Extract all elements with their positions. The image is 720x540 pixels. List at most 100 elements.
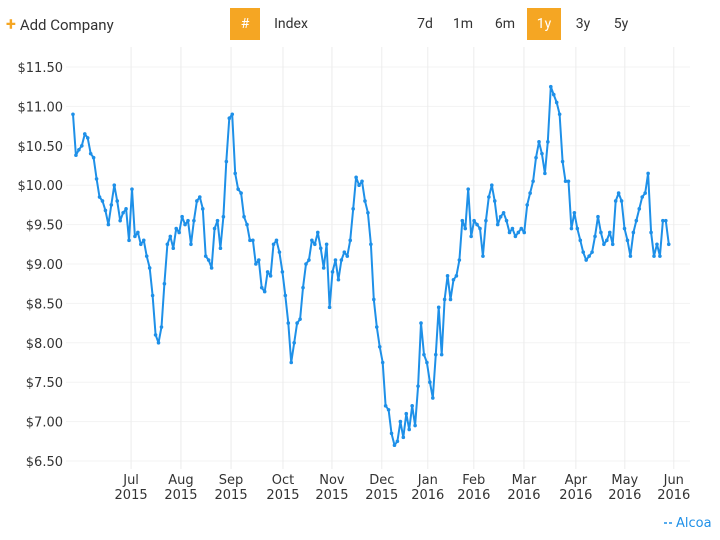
index-label[interactable]: Index bbox=[274, 16, 308, 32]
price-point bbox=[401, 435, 406, 440]
x-tick-year: 2015 bbox=[164, 488, 197, 503]
price-point bbox=[596, 214, 600, 219]
x-tick-label: Jan bbox=[417, 473, 438, 488]
price-point bbox=[661, 218, 665, 223]
range-button[interactable]: 6m bbox=[494, 16, 516, 32]
x-tick-year: 2016 bbox=[608, 488, 641, 503]
y-tick-label: $8.50 bbox=[26, 297, 63, 312]
y-tick-label: $8.00 bbox=[26, 337, 63, 352]
price-point bbox=[324, 242, 329, 247]
price-point bbox=[192, 218, 196, 223]
price-point bbox=[546, 140, 550, 144]
price-point bbox=[560, 159, 565, 164]
price-point bbox=[363, 199, 367, 203]
price-point bbox=[492, 199, 497, 203]
price-point bbox=[209, 266, 214, 270]
price-point bbox=[168, 234, 173, 239]
price-point bbox=[439, 352, 444, 357]
price-point bbox=[478, 226, 482, 231]
price-point bbox=[88, 151, 93, 156]
price-point bbox=[634, 218, 639, 223]
price-point bbox=[380, 360, 385, 365]
price-point bbox=[366, 210, 370, 215]
price-point bbox=[280, 270, 285, 274]
price-point bbox=[416, 384, 420, 388]
price-point bbox=[183, 222, 187, 227]
price-point bbox=[200, 207, 205, 211]
price-point bbox=[162, 281, 167, 286]
price-point bbox=[566, 179, 571, 184]
price-point bbox=[548, 84, 553, 89]
price-point bbox=[413, 423, 417, 428]
price-point bbox=[519, 226, 524, 231]
price-point bbox=[448, 297, 453, 302]
price-point bbox=[233, 171, 237, 176]
price-point bbox=[195, 199, 199, 203]
price-point bbox=[581, 250, 586, 254]
range-button[interactable]: 1m bbox=[452, 16, 474, 32]
price-point bbox=[295, 321, 299, 325]
x-tick-label: Aug bbox=[168, 473, 193, 488]
price-point bbox=[513, 234, 518, 239]
price-point bbox=[186, 218, 190, 223]
x-tick-year: 2016 bbox=[657, 488, 690, 503]
price-point bbox=[466, 187, 471, 191]
price-point bbox=[330, 270, 335, 274]
price-point bbox=[174, 226, 179, 231]
price-point bbox=[410, 404, 414, 408]
price-point bbox=[354, 175, 358, 180]
price-point bbox=[262, 289, 267, 294]
price-point bbox=[351, 207, 355, 211]
price-point bbox=[383, 404, 388, 408]
price-point bbox=[165, 242, 170, 247]
price-point bbox=[313, 242, 317, 247]
x-tick-label: May bbox=[611, 473, 638, 488]
range-button[interactable]: 1y bbox=[527, 8, 561, 40]
price-point bbox=[487, 195, 491, 199]
price-point bbox=[599, 230, 603, 235]
price-point bbox=[91, 155, 96, 160]
price-point bbox=[605, 238, 609, 243]
price-point bbox=[189, 242, 193, 247]
price-point bbox=[212, 226, 217, 231]
price-point bbox=[144, 254, 149, 258]
price-point bbox=[136, 230, 140, 235]
price-point bbox=[283, 293, 288, 298]
add-company[interactable]: + Add Company bbox=[6, 14, 114, 35]
price-point bbox=[265, 270, 270, 274]
x-tick-label: Feb bbox=[462, 473, 485, 488]
x-tick-label: Oct bbox=[272, 473, 294, 488]
price-point bbox=[147, 266, 152, 270]
price-point bbox=[360, 179, 364, 184]
price-point bbox=[569, 226, 574, 231]
price-point bbox=[177, 230, 181, 235]
x-tick-year: 2015 bbox=[115, 488, 148, 503]
price-point bbox=[572, 210, 577, 215]
price-point bbox=[71, 112, 75, 117]
price-point bbox=[528, 191, 532, 195]
range-button[interactable]: 3y bbox=[575, 16, 591, 32]
price-point bbox=[398, 419, 403, 424]
price-point bbox=[404, 411, 409, 416]
price-point bbox=[436, 305, 441, 310]
price-point bbox=[543, 171, 547, 176]
price-point bbox=[133, 234, 137, 239]
price-point bbox=[357, 183, 361, 187]
price-point bbox=[472, 218, 476, 223]
price-point bbox=[563, 179, 568, 184]
price-point bbox=[254, 262, 258, 266]
index-toggle[interactable]: # bbox=[230, 8, 260, 40]
range-button[interactable]: 7d bbox=[417, 16, 433, 32]
price-point bbox=[658, 254, 662, 258]
price-point bbox=[428, 380, 432, 385]
price-point bbox=[522, 230, 527, 235]
x-tick-label: Jul bbox=[122, 473, 139, 488]
price-point bbox=[336, 277, 341, 282]
price-point bbox=[419, 321, 423, 325]
price-point bbox=[584, 258, 588, 262]
price-point bbox=[198, 195, 202, 199]
range-button[interactable]: 5y bbox=[613, 16, 629, 32]
price-point bbox=[139, 242, 143, 247]
